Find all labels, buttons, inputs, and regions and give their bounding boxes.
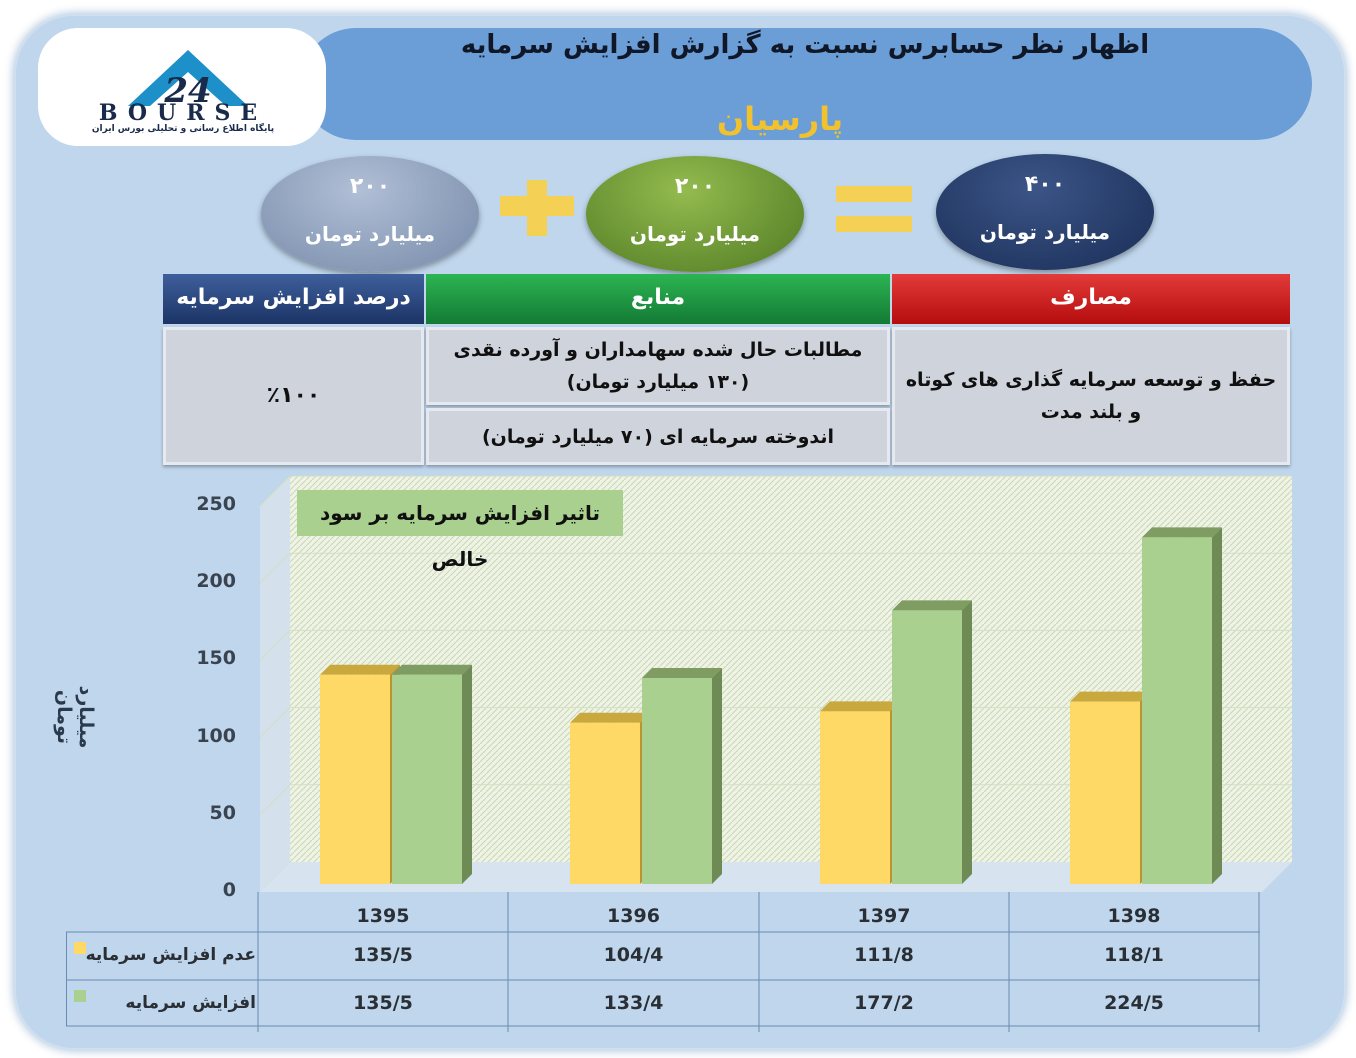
bar-top	[820, 701, 900, 712]
chart-floor	[260, 862, 1292, 892]
bar	[392, 674, 462, 884]
bar	[320, 674, 390, 884]
y-axis-label: میلیارد تومان	[53, 685, 97, 749]
category-label: 1396	[607, 905, 660, 927]
bar	[820, 711, 890, 884]
logo-mark-icon: 24	[128, 50, 248, 111]
current-capital-ellipse: ۲۰۰ میلیارد تومان	[586, 156, 804, 272]
bar	[892, 610, 962, 884]
data-label: 135/5	[353, 992, 413, 1014]
source-cell-1: مطالبات حال شده سهامداران و آورده نقدی (…	[426, 327, 890, 405]
chart-title: تاثیر افزایش سرمایه بر سود خالص	[297, 490, 623, 571]
current-capital-value: ۲۰۰	[674, 174, 716, 199]
data-label: 135/5	[353, 944, 413, 966]
y-tick-label: 200	[196, 570, 236, 593]
legend-swatch-green	[74, 990, 86, 1002]
expense-text: حفظ و توسعه سرمایه گذاری های کوتاه و بلن…	[905, 369, 1277, 423]
capital-increase-ellipse: ۲۰۰ میلیارد تومان	[261, 156, 479, 272]
bar-top	[642, 668, 722, 679]
series-name: افزایش سرمایه	[125, 993, 256, 1013]
data-label: 104/4	[603, 944, 664, 966]
equals-icon-lower	[836, 216, 912, 232]
header-bar	[300, 28, 1312, 140]
capital-increase-value: ۲۰۰	[349, 174, 391, 199]
gridline	[259, 552, 1292, 584]
y-tick-label: 250	[196, 493, 236, 515]
expenses-header: مصارف	[892, 274, 1290, 324]
equals-icon	[836, 186, 912, 202]
category-label: 1398	[1107, 905, 1161, 927]
plus-icon-vertical	[527, 180, 547, 236]
bar-top	[392, 664, 472, 675]
category-row: 1395 1396 1397 1398	[66, 892, 1260, 932]
series-row-increase: افزایش سرمایه 135/5 133/4 177/2 224/5	[66, 980, 1260, 1026]
current-capital-unit: میلیارد تومان	[629, 222, 761, 246]
page-title: اظهار نظر حسابرس نسبت به گزارش افزایش سر…	[460, 30, 1150, 60]
source-text-1: مطالبات حال شده سهامداران و آورده نقدی (…	[453, 339, 863, 393]
bar-top	[892, 600, 972, 611]
percent-cell: ٪۱۰۰	[163, 327, 424, 465]
data-label: 224/5	[1104, 992, 1164, 1014]
data-label: 118/1	[1104, 944, 1164, 966]
y-tick-label: 100	[196, 724, 236, 747]
svg-text:24: 24	[163, 71, 211, 111]
bar-top	[1070, 691, 1150, 702]
new-capital-unit: میلیارد تومان	[979, 220, 1111, 244]
company-name: پارسیان	[716, 100, 844, 138]
chart-side-wall	[260, 476, 290, 892]
bar-top	[570, 712, 650, 723]
data-table-grid	[66, 892, 1260, 1032]
category-label: 1397	[857, 905, 911, 927]
data-label: 177/2	[854, 992, 914, 1014]
chart-bars	[320, 527, 1222, 884]
bar-side	[712, 668, 722, 884]
expense-cell: حفظ و توسعه سرمایه گذاری های کوتاه و بلن…	[892, 327, 1290, 465]
bourse24-logo: 24	[38, 28, 326, 146]
logo-tagline: پایگاه اطلاع رسانی و تحلیلی بورس ایران	[91, 124, 275, 134]
percent-header: درصد افزایش سرمایه	[163, 274, 424, 324]
series-name: عدم افزایش سرمایه	[85, 945, 256, 965]
bar-side	[1212, 527, 1222, 884]
capital-increase-unit: میلیارد تومان	[304, 222, 436, 246]
gridline	[259, 475, 1292, 507]
y-tick-label: 0	[222, 879, 236, 901]
percent-value: ٪۱۰۰	[266, 383, 321, 408]
y-tick-label: 50	[209, 801, 236, 824]
source-text-2: اندوخته سرمایه ای (۷۰ میلیارد تومان)	[481, 425, 835, 448]
bar	[642, 678, 712, 884]
source-cell-2: اندوخته سرمایه ای (۷۰ میلیارد تومان)	[426, 408, 890, 465]
sources-header: منابع	[426, 274, 890, 324]
new-capital-value: ۴۰۰	[1024, 172, 1066, 197]
bar	[570, 722, 640, 884]
bar	[1070, 701, 1140, 884]
bar-top	[1142, 527, 1222, 538]
bar-top	[320, 664, 400, 675]
bar	[1142, 537, 1212, 884]
bar-side	[462, 664, 472, 884]
new-capital-ellipse: ۴۰۰ میلیارد تومان	[936, 154, 1154, 270]
legend-swatch-yellow	[74, 942, 86, 954]
category-label: 1395	[356, 905, 410, 927]
series-row-no-increase: عدم افزایش سرمایه 135/5 104/4 111/8 118/…	[66, 932, 1260, 978]
data-label: 111/8	[854, 944, 914, 966]
y-tick-label: 150	[196, 647, 236, 670]
logo-wordmark: BOURSE	[98, 100, 268, 126]
bar-side	[962, 600, 972, 884]
data-label: 133/4	[603, 992, 664, 1014]
